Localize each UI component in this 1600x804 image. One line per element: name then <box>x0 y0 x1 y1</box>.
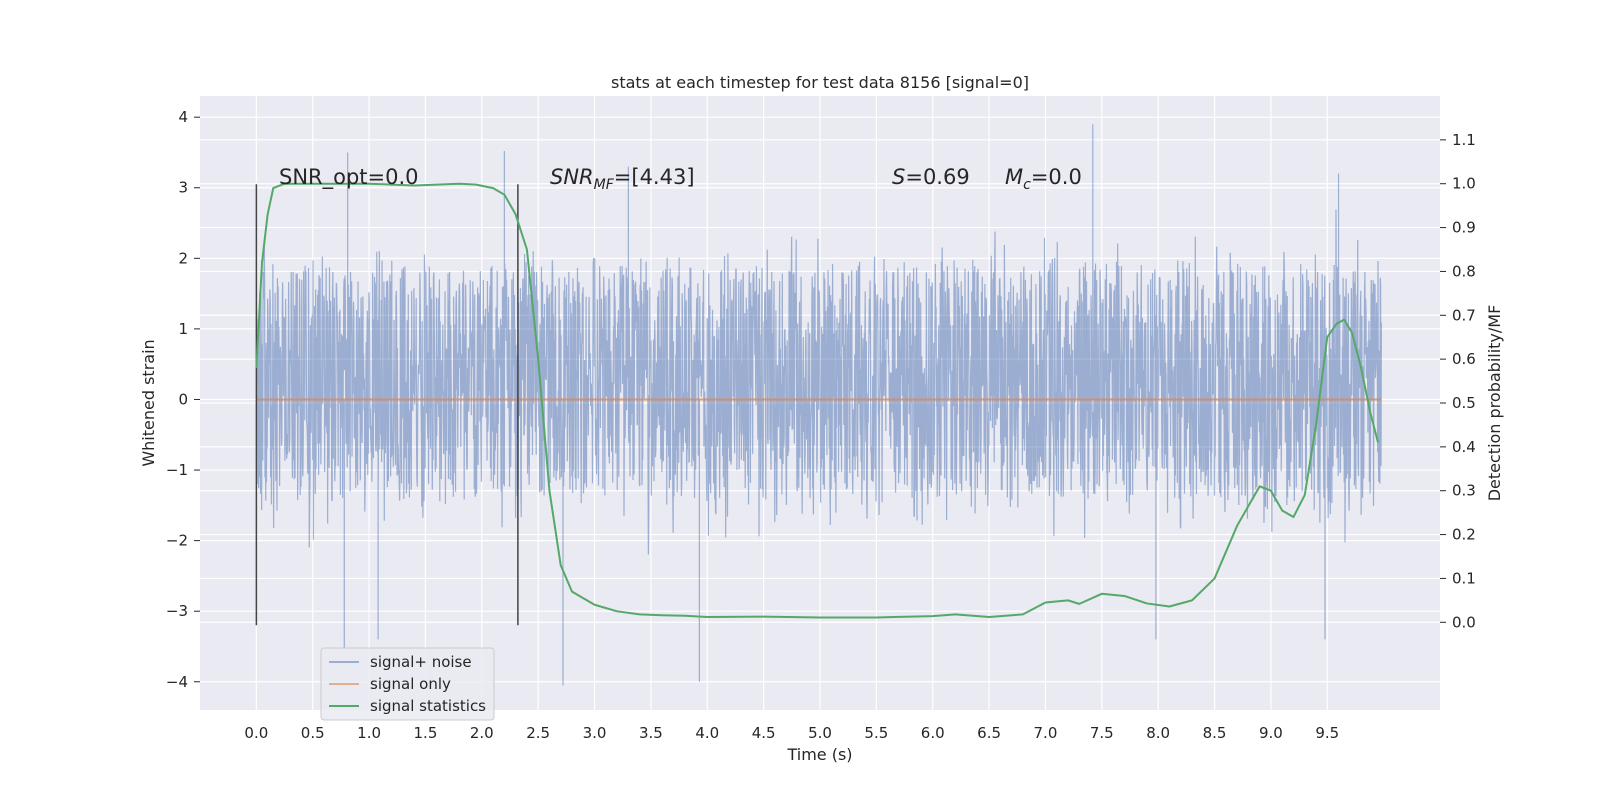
y-axis-label: Whitened strain <box>139 339 158 466</box>
x-tick-label: 7.5 <box>1090 724 1114 742</box>
legend-label-signal-noise: signal+ noise <box>370 653 472 671</box>
signal-noise-trace <box>255 124 1382 686</box>
x-tick-label: 5.5 <box>864 724 888 742</box>
y2-tick-label: 0.1 <box>1452 569 1476 587</box>
legend-label-signal-statistics: signal statistics <box>370 697 486 715</box>
x-tick-label: 3.5 <box>639 724 663 742</box>
y2-axis-label: Detection probability/MF <box>1485 305 1504 502</box>
y2-tick-label: 1.1 <box>1452 131 1476 149</box>
y2-tick-labels: 1.1 1.0 0.9 0.8 0.7 0.6 0.5 0.4 0.3 0.2 0.1 0.0 <box>1440 131 1476 631</box>
mc-annotation: Mc=0.0 <box>1005 165 1082 193</box>
y2-tick-label: 0.6 <box>1452 350 1476 368</box>
signal-statistics-series <box>255 182 1379 619</box>
y-tick-label: 4 <box>178 108 188 126</box>
snr-mf-symbol: SNR <box>550 165 594 189</box>
x-tick-label: 5.0 <box>808 724 832 742</box>
y2-tick-label: 0.0 <box>1452 613 1476 631</box>
x-tick-label: 2.5 <box>526 724 550 742</box>
chart-title: stats at each timestep for test data 815… <box>611 73 1029 92</box>
y-tick-label: 2 <box>178 249 188 267</box>
s-annotation: S=0.69 <box>892 165 970 189</box>
x-tick-label: 6.0 <box>921 724 945 742</box>
y2-tick-label: 0.8 <box>1452 262 1476 280</box>
snr-opt-annotation: SNR_opt=0.0 <box>279 165 419 190</box>
x-tick-label: 1.5 <box>414 724 438 742</box>
y-tick-label: 0 <box>178 390 188 408</box>
mc-value: =0.0 <box>1031 165 1082 189</box>
y2-tick-label: 0.9 <box>1452 219 1476 237</box>
x-tick-label: 2.0 <box>470 724 494 742</box>
y2-tick-label: 0.2 <box>1452 526 1476 544</box>
y2-tick-label: 0.4 <box>1452 438 1476 456</box>
y-tick-label: 1 <box>178 320 188 338</box>
y-tick-label: 3 <box>178 179 188 197</box>
x-tick-label: 6.5 <box>977 724 1001 742</box>
mc-symbol: M <box>1005 165 1023 189</box>
legend-label-signal-only: signal only <box>370 675 451 693</box>
x-tick-label: 3.0 <box>583 724 607 742</box>
x-tick-label: 8.0 <box>1146 724 1170 742</box>
mc-subscript: c <box>1023 177 1031 193</box>
x-axis-label: Time (s) <box>786 745 852 764</box>
y-tick-label: −1 <box>166 461 188 479</box>
s-value: =0.69 <box>905 165 969 189</box>
snr-mf-subscript: MF <box>594 177 615 193</box>
snr-mf-value: =[4.43] <box>614 165 695 189</box>
y2-tick-label: 1.0 <box>1452 175 1476 193</box>
snr-mf-annotation: SNRMF=[4.43] <box>550 165 695 193</box>
legend-box <box>320 647 495 721</box>
signal-statistics-line <box>255 182 1379 619</box>
vertical-markers <box>255 184 519 626</box>
x-tick-label: 7.0 <box>1034 724 1058 742</box>
x-tick-label: 9.5 <box>1315 724 1339 742</box>
x-tick-label: 1.0 <box>357 724 381 742</box>
y-tick-label: −4 <box>166 673 188 691</box>
x-tick-label: 4.0 <box>695 724 719 742</box>
signal-noise-series <box>255 124 1382 686</box>
y-tick-labels: 4 3 2 1 0 −1 −2 −3 −4 <box>166 108 200 691</box>
legend: signal+ noise signal only signal statist… <box>320 647 495 721</box>
x-tick-labels: 0.0 0.5 1.0 1.5 2.0 2.5 3.0 3.5 4.0 4.5 5.0 5.5 6.0 6… <box>244 724 1339 742</box>
x-tick-label: 4.5 <box>752 724 776 742</box>
x-tick-label: 9.0 <box>1259 724 1283 742</box>
y2-tick-label: 0.7 <box>1452 306 1476 324</box>
y2-tick-label: 0.5 <box>1452 394 1476 412</box>
s-symbol: S <box>892 165 905 189</box>
y-tick-label: −2 <box>166 532 188 550</box>
x-tick-label: 0.5 <box>301 724 325 742</box>
x-tick-label: 8.5 <box>1203 724 1227 742</box>
x-tick-label: 0.0 <box>244 724 268 742</box>
y-tick-label: −3 <box>166 602 188 620</box>
y2-tick-label: 0.3 <box>1452 482 1476 500</box>
